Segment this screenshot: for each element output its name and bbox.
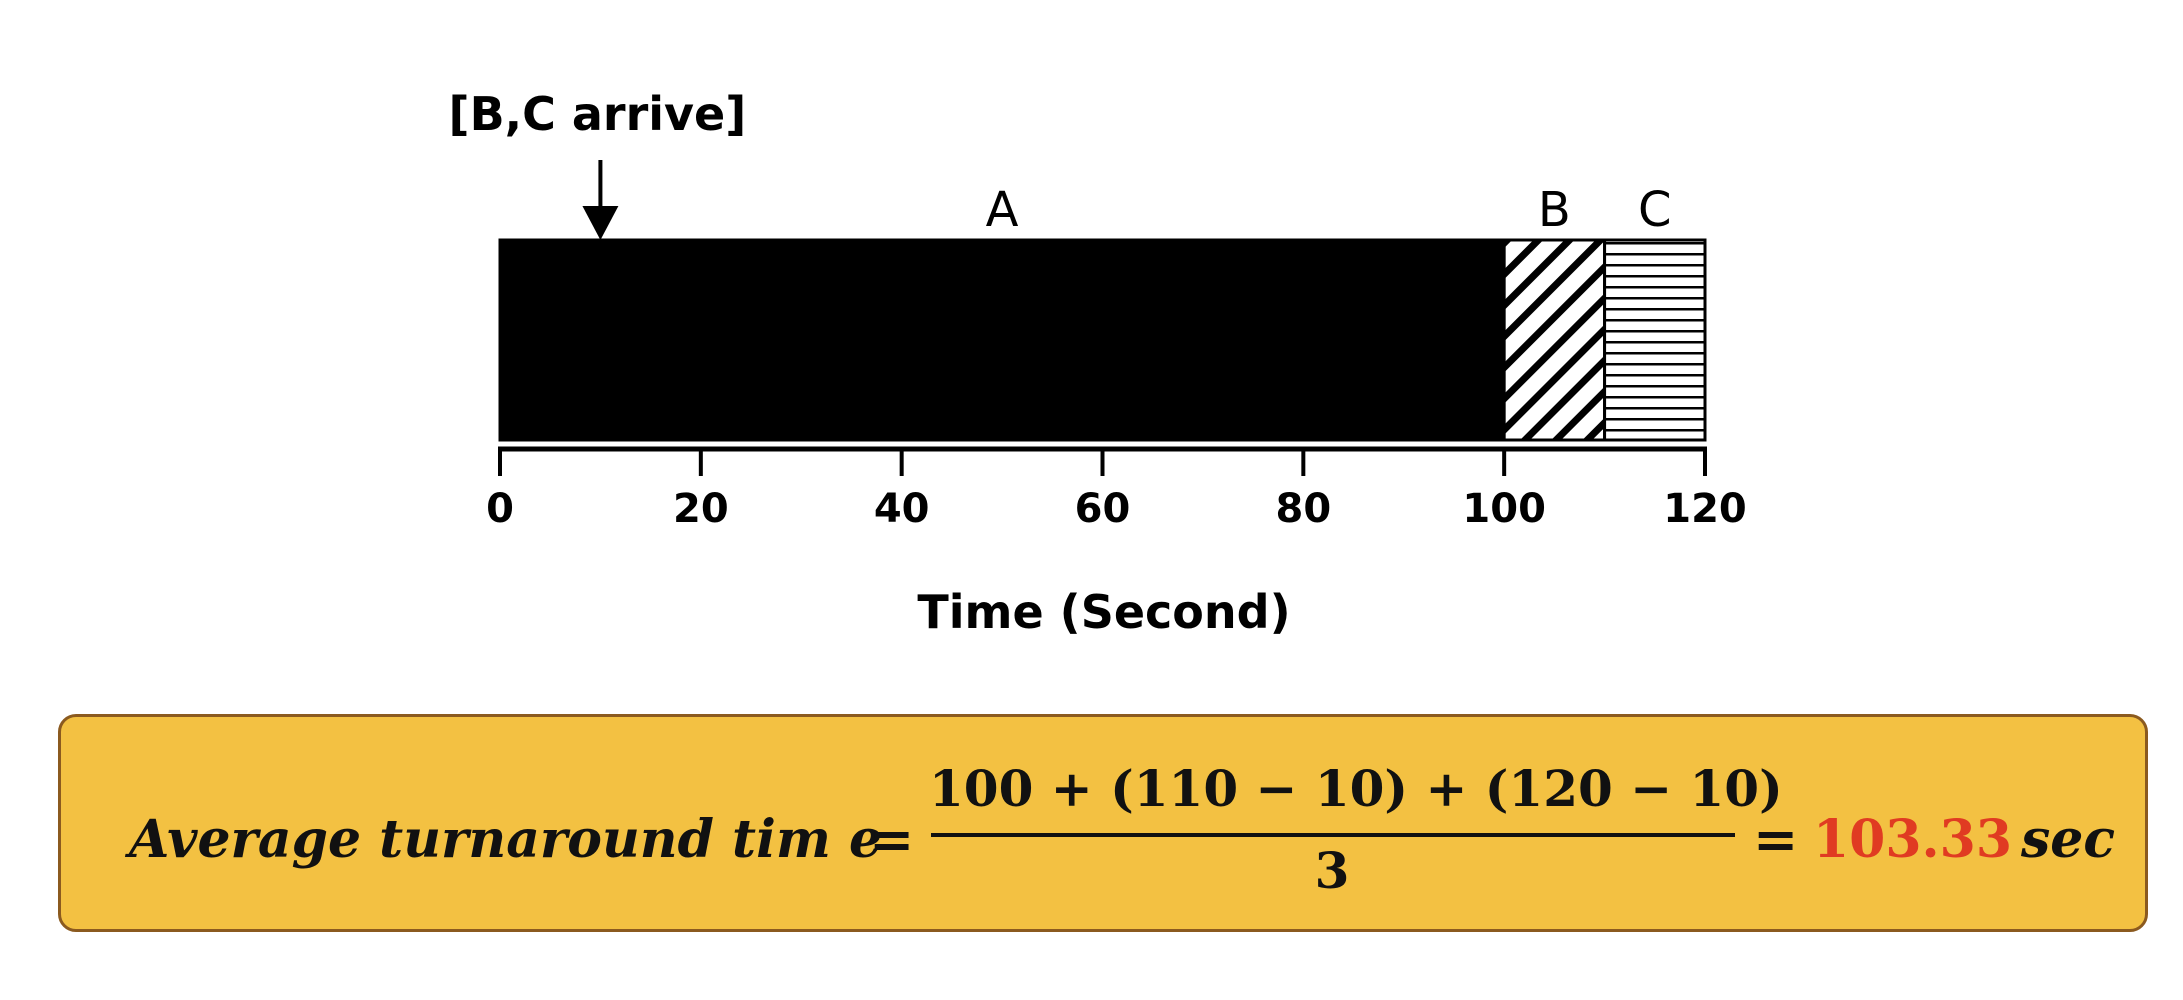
segment-c <box>1603 238 1707 442</box>
tick-label: 100 <box>1462 486 1546 532</box>
time-axis-label: Time (Second) <box>917 585 1290 639</box>
formula-lhs: Average turnaround tim e <box>129 809 883 870</box>
tick-label: 40 <box>874 486 930 532</box>
segment-label-b: B <box>1538 182 1571 238</box>
formula-denominator: 3 <box>1314 841 1350 900</box>
formula-result-equals-sign: = <box>1753 807 1799 871</box>
tick-label: 60 <box>1075 486 1131 532</box>
ticks-layer: 0 20 40 60 80 100 120 <box>486 449 1747 532</box>
tick-label: 80 <box>1275 486 1331 532</box>
segment-a <box>498 238 1506 442</box>
segment-label-a: A <box>986 182 1019 238</box>
segment-b <box>1502 238 1607 442</box>
arrival-annotation-label: [B,C arrive] <box>449 87 747 141</box>
segment-labels-layer: A B C <box>986 182 1672 238</box>
arrow-down-icon <box>582 206 619 240</box>
formula-equals-sign: = <box>869 807 915 871</box>
tick-label: 20 <box>673 486 729 532</box>
fraction-bar <box>931 833 1735 837</box>
segment-label-c: C <box>1638 182 1672 238</box>
tick-label: 0 <box>486 486 514 532</box>
average-turnaround-formula-box: Average turnaround tim e = 100 + (110 − … <box>58 714 2148 932</box>
formula-numerator: 100 + (110 − 10) + (120 − 10) <box>929 759 1783 818</box>
tick-label: 120 <box>1663 486 1747 532</box>
formula-result-value: 103.33 <box>1813 809 2013 870</box>
segments-layer <box>498 238 1707 442</box>
formula-unit: sec <box>2021 809 2116 870</box>
